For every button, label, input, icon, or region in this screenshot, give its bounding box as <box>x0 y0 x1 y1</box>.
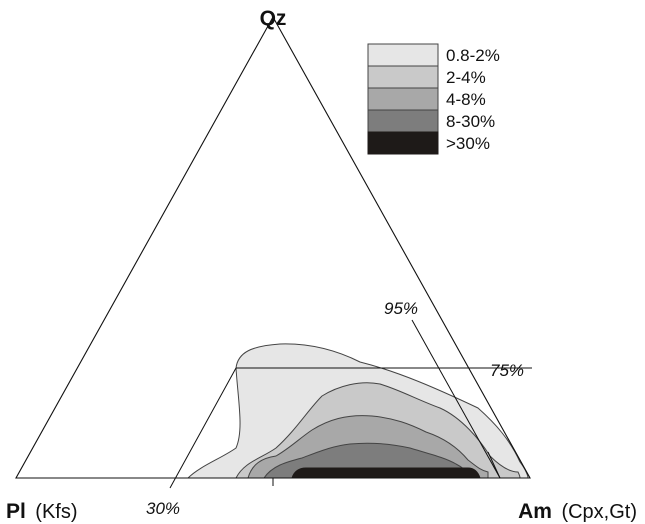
line-95pct-lower <box>487 451 501 479</box>
apex-label-am: Am (Cpx,Gt) <box>518 500 637 523</box>
legend-swatch-2 <box>367 87 439 111</box>
line-30pct <box>169 367 237 489</box>
legend-swatch-4 <box>367 131 439 155</box>
label-75pct: 75% <box>490 361 524 380</box>
legend: 0.8-2% 2-4% 4-8% 8-30% >30% <box>367 43 500 155</box>
contour-over-30 <box>291 467 481 479</box>
line-95pct <box>411 319 501 479</box>
apex-label-pl-bold: Pl <box>6 500 26 523</box>
apex-label-qz: Qz <box>260 7 287 30</box>
legend-swatch-1 <box>367 65 439 89</box>
label-95pct: 95% <box>384 299 418 318</box>
legend-swatch-3 <box>367 109 439 133</box>
apex-label-pl-sub: (Kfs) <box>35 501 77 523</box>
legend-swatch-0 <box>367 43 439 67</box>
legend-label-4: >30% <box>446 134 490 153</box>
apex-label-am-bold: Am <box>518 500 552 523</box>
apex-label-am-sub: (Cpx,Gt) <box>561 501 637 523</box>
label-30pct: 30% <box>146 499 180 518</box>
legend-label-3: 8-30% <box>446 112 495 131</box>
legend-label-2: 4-8% <box>446 90 486 109</box>
legend-label-1: 2-4% <box>446 68 486 87</box>
apex-label-pl: Pl (Kfs) <box>6 500 78 523</box>
legend-label-0: 0.8-2% <box>446 46 500 65</box>
